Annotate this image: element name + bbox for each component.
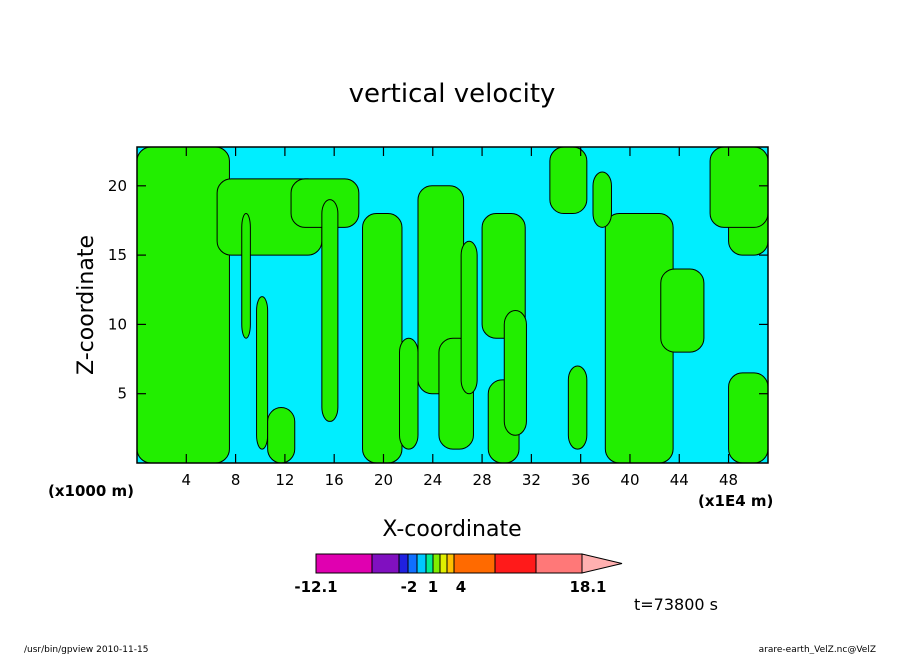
x-tick-label: 20 — [374, 471, 393, 489]
positive-region — [549, 147, 588, 215]
colorbar-label: 1 — [428, 578, 438, 596]
y-tick-label: 15 — [108, 246, 127, 264]
x-tick-label: 24 — [423, 471, 442, 489]
x-axis-label: X-coordinate — [382, 517, 521, 542]
positive-region — [321, 199, 339, 422]
colorbar — [315, 553, 623, 574]
positive-region — [267, 407, 296, 463]
positive-region — [460, 240, 478, 395]
x-tick-label: 28 — [473, 471, 492, 489]
x-tick-label: 16 — [325, 471, 344, 489]
time-label: t=73800 s — [634, 595, 718, 614]
colorbar-label: -2 — [401, 578, 418, 596]
y-tick-label: 10 — [108, 315, 127, 333]
plot-area — [136, 146, 769, 464]
positive-region — [728, 372, 768, 463]
colorbar-swatch — [439, 553, 448, 574]
positive-region — [481, 213, 526, 339]
colorbar-swatch — [407, 553, 418, 574]
colorbar-swatch — [315, 553, 373, 574]
y-tick-label: 20 — [108, 177, 127, 195]
x-tick-label: 4 — [182, 471, 192, 489]
colorbar-label: 4 — [456, 578, 466, 596]
positive-region — [709, 147, 768, 228]
positive-region — [503, 310, 527, 436]
colorbar-swatch — [432, 553, 441, 574]
plot-frame — [136, 146, 769, 464]
y-axis: 5 10 15 20 — [108, 177, 768, 403]
x-tick-label: 36 — [571, 471, 590, 489]
positive-region — [256, 296, 269, 450]
colorbar-arrow — [581, 553, 623, 574]
colorbar-swatch — [494, 553, 537, 574]
colorbar-swatch — [453, 553, 496, 574]
colorbar-swatch — [535, 553, 583, 574]
positive-region — [592, 171, 612, 228]
colorbar-labels: -12.1 -2 1 4 18.1 — [294, 578, 606, 596]
positive-region — [660, 268, 705, 353]
positive-region — [241, 213, 251, 339]
positive-region — [399, 337, 419, 450]
positive-region — [567, 365, 588, 450]
colorbar-swatch — [425, 553, 434, 574]
colorbar-swatch — [371, 553, 400, 574]
x-tick-label: 8 — [231, 471, 241, 489]
footer-right: arare-earth_VelZ.nc@VelZ — [759, 645, 876, 654]
colorbar-swatch — [446, 553, 455, 574]
colorbar-swatch — [416, 553, 427, 574]
x-tick-label: 12 — [275, 471, 294, 489]
colorbar-label: 18.1 — [569, 578, 606, 596]
chart-title: vertical velocity — [349, 79, 556, 109]
footer-left: /usr/bin/gpview 2010-11-15 — [24, 645, 148, 654]
x-unit-right: (x1E4 m) — [698, 492, 773, 510]
colorbar-swatch — [398, 553, 409, 574]
x-tick-label: 32 — [522, 471, 541, 489]
x-axis: 4 8 12 16 20 24 28 32 36 40 44 48 — [182, 147, 738, 489]
y-axis-label: Z-coordinate — [74, 235, 99, 375]
x-tick-label: 44 — [670, 471, 689, 489]
x-tick-label: 40 — [620, 471, 639, 489]
x-tick-label: 48 — [719, 471, 738, 489]
x-unit-left: (x1000 m) — [48, 482, 134, 500]
positive-region — [362, 213, 403, 463]
positive-region — [137, 147, 230, 463]
colorbar-label: -12.1 — [294, 578, 337, 596]
y-tick-label: 5 — [117, 385, 127, 403]
